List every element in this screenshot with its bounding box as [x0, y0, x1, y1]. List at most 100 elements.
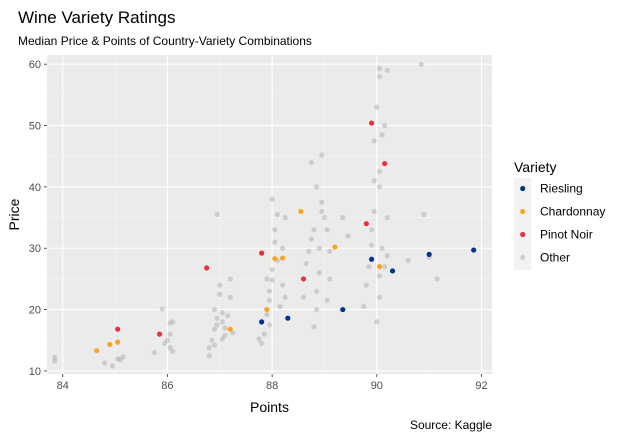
data-point-chardonnay	[298, 208, 304, 215]
y-axis-title: Price	[6, 198, 22, 230]
data-point-other	[363, 282, 369, 288]
data-point-other	[115, 356, 121, 362]
data-point-other	[324, 227, 330, 233]
data-point-other	[434, 276, 440, 282]
data-point-other	[382, 122, 388, 129]
data-point-other	[319, 199, 325, 205]
data-point-pinot-noir	[115, 326, 121, 332]
data-point-other	[211, 326, 218, 332]
data-point-chardonnay	[107, 341, 113, 348]
legend-label-riesling: Riesling	[540, 182, 583, 196]
data-point-other	[222, 325, 228, 331]
y-tick-label: 10	[29, 366, 41, 378]
y-tick-label: 60	[29, 59, 41, 71]
data-point-other	[314, 288, 320, 294]
data-point-other	[384, 214, 390, 221]
data-point-other	[109, 363, 116, 369]
data-point-chardonnay	[272, 256, 278, 262]
data-point-other	[214, 211, 220, 218]
data-point-other	[279, 245, 286, 251]
data-point-other	[277, 303, 283, 310]
y-tick-label: 30	[29, 243, 41, 255]
x-tick-label: 88	[266, 380, 278, 392]
data-point-other	[214, 322, 220, 328]
data-point-other	[384, 67, 390, 73]
data-point-other	[327, 276, 333, 282]
data-point-other	[374, 104, 380, 110]
data-point-other	[162, 340, 168, 346]
data-point-pinot-noir	[382, 160, 388, 167]
legend-title: Variety	[514, 159, 557, 175]
legend-key-pinot-noir	[520, 231, 526, 238]
x-tick-label: 92	[475, 380, 487, 392]
data-point-other	[227, 276, 233, 282]
data-point-chardonnay	[94, 348, 100, 354]
data-point-other	[306, 248, 312, 254]
data-point-other	[170, 319, 176, 325]
data-point-pinot-noir	[259, 250, 265, 256]
data-point-other	[376, 73, 383, 80]
data-point-other	[405, 257, 411, 264]
data-point-other	[314, 184, 320, 190]
data-point-chardonnay	[376, 264, 383, 270]
data-point-other	[159, 306, 165, 312]
data-point-other	[211, 342, 218, 348]
data-point-other	[308, 236, 314, 242]
x-tick-label: 84	[57, 380, 69, 392]
legend-key-background	[514, 178, 532, 270]
data-point-other	[230, 330, 236, 336]
data-point-other	[266, 297, 273, 303]
data-point-other	[219, 319, 225, 325]
major-gridlines	[47, 55, 492, 374]
data-point-riesling	[340, 306, 346, 313]
legend-key-other	[520, 254, 526, 261]
source-caption: Source: Kaggle	[410, 418, 492, 432]
data-point-other	[261, 331, 267, 337]
data-point-other	[279, 282, 286, 288]
data-point-other	[211, 306, 218, 313]
x-axis-ticks: 84 86 88 90 92	[57, 374, 488, 392]
data-point-other	[311, 324, 317, 330]
data-point-other	[376, 294, 383, 300]
data-point-other	[321, 214, 328, 221]
legend-label-other: Other	[540, 251, 570, 265]
data-point-other	[382, 264, 388, 270]
data-point-other	[52, 354, 58, 361]
data-point-riesling	[389, 268, 396, 274]
data-point-other	[316, 245, 322, 251]
data-point-other	[151, 349, 157, 356]
data-point-other	[371, 138, 377, 144]
data-point-other	[316, 270, 322, 276]
data-point-riesling	[426, 251, 432, 257]
data-point-other	[266, 288, 273, 294]
data-point-other	[167, 320, 173, 326]
data-point-other	[52, 358, 58, 364]
data-point-riesling	[471, 247, 477, 253]
data-point-other	[324, 297, 330, 303]
data-point-other	[264, 276, 270, 282]
y-tick-label: 40	[29, 182, 41, 194]
data-point-other	[167, 331, 173, 337]
data-point-pinot-noir	[156, 331, 163, 337]
data-point-other	[219, 336, 225, 342]
data-point-other	[274, 211, 280, 218]
data-point-other	[319, 152, 325, 158]
data-point-other	[217, 282, 223, 288]
data-point-other	[269, 196, 275, 202]
data-point-other	[272, 227, 278, 233]
data-point-other	[217, 291, 223, 297]
data-point-other	[368, 227, 375, 233]
data-point-other	[418, 61, 424, 67]
data-point-other	[214, 315, 220, 321]
data-point-other	[376, 65, 383, 72]
data-point-other	[371, 178, 377, 184]
minor-gridlines	[47, 55, 492, 374]
y-tick-label: 20	[29, 305, 41, 317]
data-point-other	[120, 354, 126, 360]
data-point-other	[167, 345, 173, 351]
data-point-other	[376, 273, 383, 279]
data-point-other	[379, 245, 385, 251]
data-point-other	[371, 208, 377, 215]
data-point-riesling	[368, 256, 375, 262]
